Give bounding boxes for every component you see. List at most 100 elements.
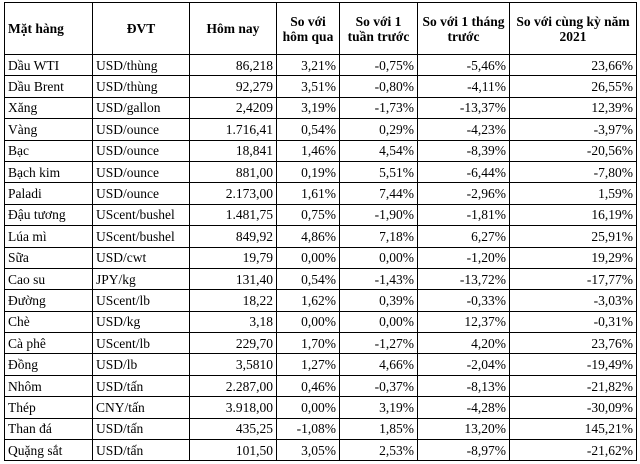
value-cell: 4,66% <box>339 353 418 376</box>
value-cell: 13,20% <box>417 417 510 441</box>
value-cell: -5,46% <box>417 53 510 77</box>
value-cell: 1.481,75 <box>189 203 277 227</box>
unit: JPY/kg <box>92 267 190 291</box>
commodity-name: Nhôm <box>4 374 93 398</box>
value-cell: 4,20% <box>417 332 510 355</box>
value-cell: 0,19% <box>276 160 340 184</box>
value-cell: -3,03% <box>509 289 637 312</box>
unit: USD/ounce <box>92 182 190 205</box>
value-cell: -0,75% <box>339 53 418 77</box>
unit: USD/cwt <box>92 246 190 269</box>
value-cell: 2.287,00 <box>189 374 277 398</box>
value-cell: -30,09% <box>509 396 637 419</box>
value-cell: 1,62% <box>276 289 340 312</box>
value-cell: 3,05% <box>276 439 340 462</box>
value-cell: 229,70 <box>189 332 277 355</box>
value-cell: 2.173,00 <box>189 182 277 205</box>
header-row: Mặt hàng ĐVT Hôm nay So với hôm qua So với 1… <box>4 2 637 55</box>
unit: CNY/tấn <box>92 396 190 419</box>
value-cell: 3,5810 <box>189 353 277 376</box>
value-cell: 18,22 <box>189 289 277 312</box>
value-cell: -1,81% <box>417 203 510 227</box>
value-cell: 0,46% <box>276 374 340 398</box>
value-cell: 7,18% <box>339 225 418 248</box>
unit: USD/tấn <box>92 439 190 462</box>
value-cell: 101,50 <box>189 439 277 462</box>
unit: UScent/lb <box>92 289 190 312</box>
value-cell: 0,00% <box>339 310 418 334</box>
header-cell: So với cùng kỳ năm 2021 <box>509 2 637 55</box>
table-row: Đậu tương UScent/bushel 1.481,75 0,75% -1,90… <box>4 203 637 227</box>
value-cell: -0,80% <box>339 75 418 98</box>
value-cell: -3,97% <box>509 118 637 141</box>
table-row: Bạch kim USD/ounce 881,00 0,19% 5,51% -6,44% -… <box>4 160 637 184</box>
table-row: Sữa USD/cwt 19,79 0,00% 0,00% -1,20% 19,29% <box>4 246 637 269</box>
value-cell: 0,29% <box>339 118 418 141</box>
value-cell: 3,19% <box>339 396 418 419</box>
value-cell: 12,37% <box>417 310 510 334</box>
unit: USD/thùng <box>92 75 190 98</box>
value-cell: 1,46% <box>276 139 340 162</box>
value-cell: -19,49% <box>509 353 637 376</box>
unit: USD/tấn <box>92 374 190 398</box>
value-cell: 0,39% <box>339 289 418 312</box>
commodity-name: Dầu Brent <box>4 75 93 98</box>
value-cell: -8,97% <box>417 439 510 462</box>
header-cell: So với 1 tuần trước <box>339 2 418 55</box>
value-cell: 131,40 <box>189 267 277 291</box>
value-cell: 1,61% <box>276 182 340 205</box>
value-cell: 18,841 <box>189 139 277 162</box>
value-cell: -4,23% <box>417 118 510 141</box>
value-cell: -0,31% <box>509 310 637 334</box>
commodity-name: Than đá <box>4 417 93 441</box>
value-cell: 1,70% <box>276 332 340 355</box>
value-cell: 23,66% <box>509 53 637 77</box>
table-row: Thép CNY/tấn 3.918,00 0,00% 3,19% -4,28% -30,0… <box>4 396 637 419</box>
commodity-name: Paladi <box>4 182 93 205</box>
value-cell: 2,4209 <box>189 96 277 120</box>
value-cell: -7,80% <box>509 160 637 184</box>
unit: UScent/lb <box>92 332 190 355</box>
value-cell: 12,39% <box>509 96 637 120</box>
unit: USD/kg <box>92 310 190 334</box>
value-cell: 0,54% <box>276 118 340 141</box>
value-cell: 23,76% <box>509 332 637 355</box>
table-row: Nhôm USD/tấn 2.287,00 0,46% -0,37% -8,13% -21,… <box>4 374 637 398</box>
commodity-table: Mặt hàng ĐVT Hôm nay So với hôm qua So với 1… <box>4 2 637 462</box>
table-row: Quặng sắt USD/tấn 101,50 3,05% 2,53% -8,97% -2… <box>4 439 637 462</box>
commodity-name: Chè <box>4 310 93 334</box>
table-row: Lúa mì UScent/bushel 849,92 4,86% 7,18% 6,27%… <box>4 225 637 248</box>
value-cell: 5,51% <box>339 160 418 184</box>
unit: USD/lb <box>92 353 190 376</box>
value-cell: 25,91% <box>509 225 637 248</box>
table-row: Dầu WTI USD/thùng 86,218 3,21% -0,75% -5,46% 2… <box>4 53 637 77</box>
value-cell: 0,75% <box>276 203 340 227</box>
commodity-name: Thép <box>4 396 93 419</box>
value-cell: 92,279 <box>189 75 277 98</box>
header-cell: ĐVT <box>92 2 190 55</box>
table-body: Dầu WTI USD/thùng 86,218 3,21% -0,75% -5,46% 2… <box>4 53 637 462</box>
header-cell: Mặt hàng <box>4 2 93 55</box>
commodity-name: Cà phê <box>4 332 93 355</box>
value-cell: 4,54% <box>339 139 418 162</box>
commodity-name: Xăng <box>4 96 93 120</box>
value-cell: 3,19% <box>276 96 340 120</box>
value-cell: -1,90% <box>339 203 418 227</box>
table-row: Bạc USD/ounce 18,841 1,46% 4,54% -8,39% -20,56… <box>4 139 637 162</box>
value-cell: -21,62% <box>509 439 637 462</box>
value-cell: -1,43% <box>339 267 418 291</box>
value-cell: 1,27% <box>276 353 340 376</box>
value-cell: 16,19% <box>509 203 637 227</box>
value-cell: 3.918,00 <box>189 396 277 419</box>
table-row: Đường UScent/lb 18,22 1,62% 0,39% -0,33% -3,03… <box>4 289 637 312</box>
commodity-name: Quặng sắt <box>4 439 93 462</box>
unit: USD/gallon <box>92 96 190 120</box>
value-cell: -17,77% <box>509 267 637 291</box>
value-cell: 2,53% <box>339 439 418 462</box>
unit: USD/tấn <box>92 417 190 441</box>
commodity-name: Dầu WTI <box>4 53 93 77</box>
value-cell: 0,00% <box>276 310 340 334</box>
commodity-name: Sữa <box>4 246 93 269</box>
value-cell: 6,27% <box>417 225 510 248</box>
